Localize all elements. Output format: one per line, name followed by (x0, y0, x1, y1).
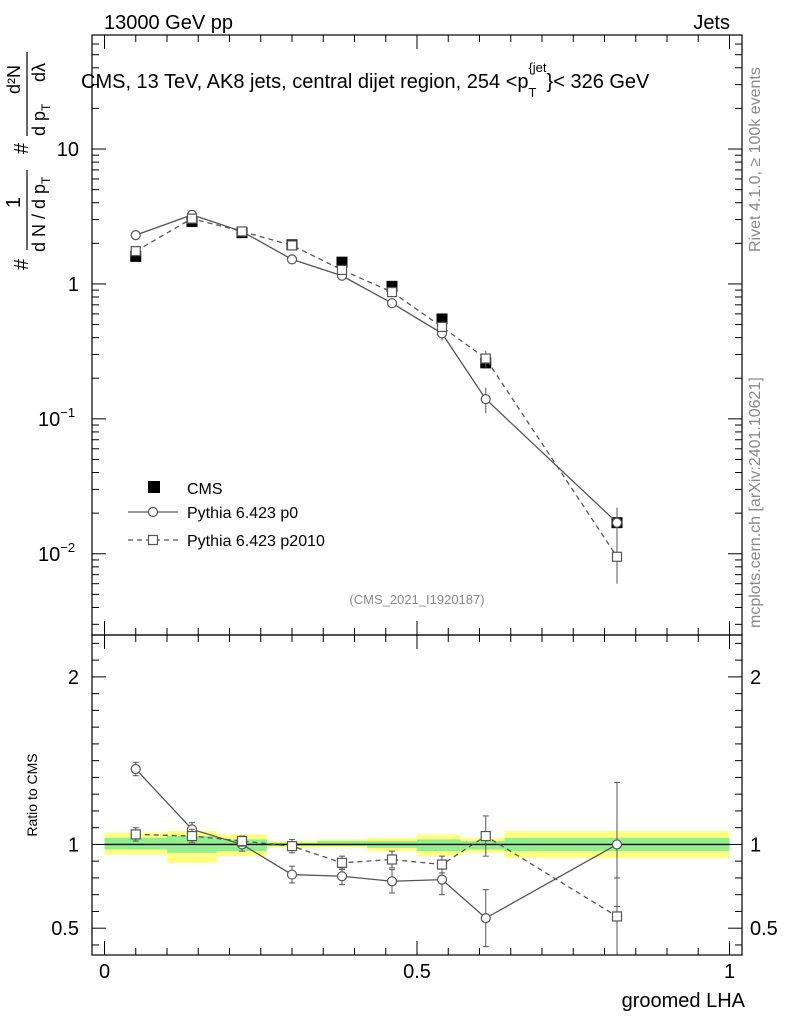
ylabel-den2: d pT (29, 103, 53, 136)
data-point (130, 246, 141, 257)
data-point (186, 213, 198, 224)
main-ylabel: # 1 d N / d pT # d²N d pT dλ (3, 52, 53, 270)
ratio-point (436, 859, 448, 870)
data-point (130, 230, 141, 241)
header-right: Jets (693, 12, 730, 34)
data-point (436, 321, 448, 333)
legend-marker-p2010 (147, 534, 159, 546)
ratio-ytick-label-left: 2 (68, 667, 79, 689)
main-panel: 10 1 10−1 10−2 (38, 34, 743, 636)
header-left: 13000 GeV pp (104, 12, 233, 34)
ratio-point (436, 874, 448, 885)
data-point (386, 280, 398, 292)
legend-label-p2010: Pythia 6.423 p2010 (187, 533, 325, 550)
data-point (286, 240, 298, 251)
ratio-point (480, 913, 491, 924)
ratio-point (186, 830, 198, 842)
ratio-point (236, 835, 248, 847)
legend-marker-p0 (147, 506, 159, 518)
legend-label-p0: Pythia 6.423 p0 (187, 505, 298, 522)
ylabel-num: d²N (4, 65, 24, 94)
data-point (611, 551, 623, 562)
ratio-point (286, 869, 298, 880)
ratio-xlabel: groomed LHA (622, 990, 746, 1012)
ratio-point (336, 871, 348, 882)
band-green (317, 841, 367, 847)
title-sub: T (529, 85, 537, 100)
main-ytick-label: 1 (68, 274, 79, 296)
band-green (460, 841, 505, 850)
main-ytick-label: 10 (57, 139, 79, 161)
ratio-point (336, 857, 348, 868)
ratio-xtick-label: 0.5 (403, 961, 431, 983)
ratio-point (130, 763, 141, 775)
main-ytick-label: 10−1 (38, 405, 75, 431)
data-point (480, 353, 491, 364)
ylabel-hash2: # (11, 142, 33, 154)
main-title: CMS, 13 TeV, AK8 jets, central dijet reg… (81, 60, 650, 100)
data-point (386, 298, 398, 309)
data-point (236, 226, 248, 237)
legend-label-cms: CMS (187, 481, 223, 498)
ratio-frame (91, 634, 743, 956)
data-point (611, 517, 623, 528)
ratio-xtick-label: 0 (99, 961, 110, 983)
data-point (336, 256, 348, 268)
ratio-ytick-label-left: 0.5 (51, 918, 79, 940)
ratio-point (130, 829, 141, 840)
analysis-id: (CMS_2021_I1920187) (349, 592, 484, 607)
band-green (104, 837, 167, 850)
title-pre: CMS, 13 TeV, AK8 jets, central dijet reg… (81, 71, 529, 93)
ylabel-hash1: # (11, 258, 33, 270)
legend: CMS Pythia 6.423 p0 Pythia 6.423 p2010 (128, 481, 325, 550)
ratio-point (386, 876, 398, 887)
ratio-point (480, 830, 491, 842)
ratio-ytick-label-left: 1 (68, 834, 79, 856)
data-point (130, 250, 142, 262)
ratio-xtick-label: 1 (724, 961, 735, 983)
ratio-point (386, 854, 398, 865)
data-point (436, 313, 448, 325)
data-point (336, 264, 348, 276)
ratio-point (611, 911, 623, 922)
ratio-point (611, 839, 623, 850)
series-line-1 (135, 214, 618, 524)
ratio-ytick-label-right: 2 (750, 667, 761, 689)
title-sup: {jet (528, 60, 546, 75)
band-green (417, 839, 461, 852)
data-point (386, 286, 398, 298)
rivet-label: Rivet 4.1.0, ≥ 100k events (747, 67, 764, 252)
main-ytick-label: 10−2 (38, 540, 75, 566)
series-line-2 (135, 217, 618, 558)
data-point (480, 394, 491, 405)
ratio-panel: 2 2 1 1 0.5 0.5 0 0.5 1 (51, 634, 778, 983)
ylabel-den: d N / d pT (29, 176, 53, 252)
ratio-ytick-label-right: 0.5 (750, 918, 778, 940)
title-post: }< 326 GeV (547, 71, 651, 93)
ylabel-one: 1 (3, 197, 25, 208)
ratio-point (286, 840, 298, 852)
mcplots-label: mcplots.cern.ch [arXiv:2401.10621] (747, 377, 764, 628)
data-point (286, 254, 298, 265)
legend-marker-cms (148, 481, 160, 493)
ylabel-lambda: dλ (29, 63, 49, 82)
ratio-ytick-label-right: 1 (750, 834, 761, 856)
ratio-ylabel: Ratio to CMS (24, 753, 40, 836)
